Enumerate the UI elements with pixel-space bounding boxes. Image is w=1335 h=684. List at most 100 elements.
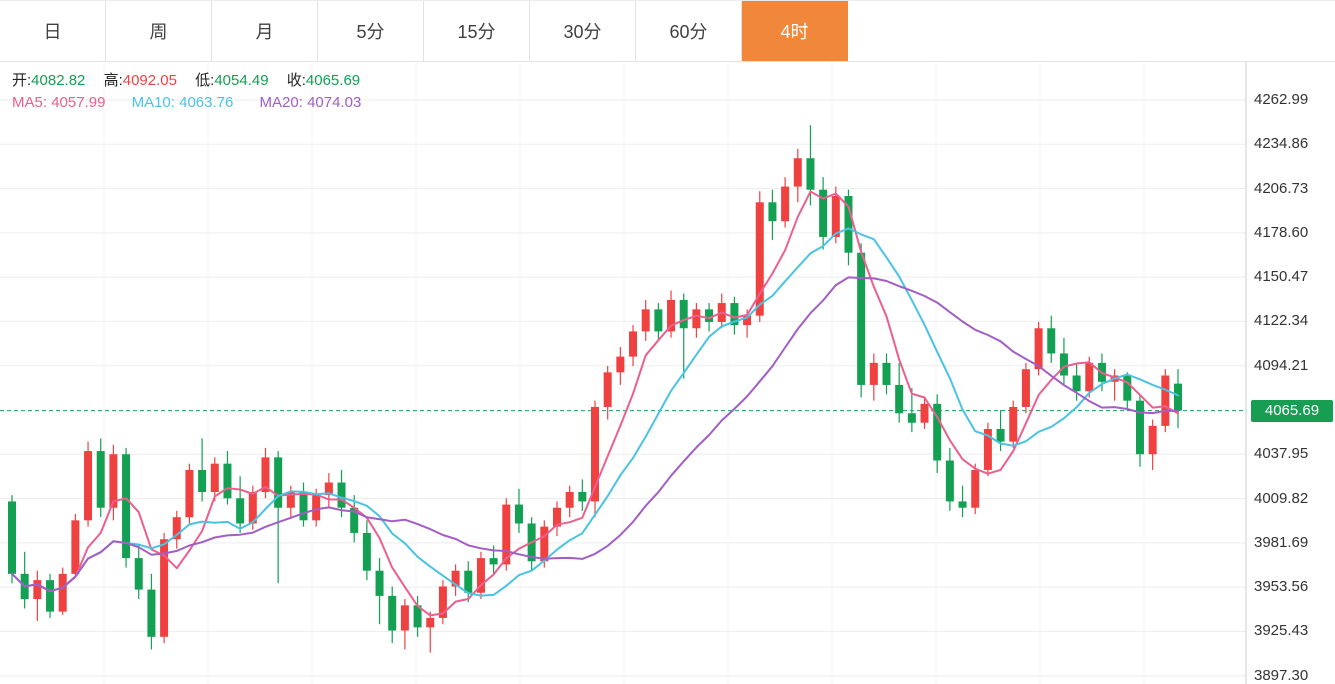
candle-body [819,189,828,237]
chart-area: 4262.99 4234.86 4206.73 4178.60 4150.47 4122.… [0,62,1335,684]
candle-body [451,570,460,587]
candle-body [806,158,815,190]
price-axis-label: 4234.86 [1254,135,1309,153]
candle-body [210,463,219,492]
candle-body [438,586,447,618]
ohlc-row: 开:4082.82 高:4092.05 低:4054.49 收:4065.69 [12,70,383,92]
candle-body [1148,425,1157,455]
candle-body [1085,362,1094,392]
close-value: 4065.69 [305,72,361,89]
ma5-value: 4057.99 [51,94,106,111]
candle-body [945,460,954,502]
candle-body [476,558,485,593]
candle-body [46,580,55,612]
high-value: 4092.05 [122,72,177,89]
candle-body [641,309,650,332]
candle-body [350,507,359,533]
high-label: 高: [103,72,123,89]
chart-legend: 开:4082.82 高:4092.05 低:4054.49 收:4065.69 … [12,70,383,114]
candle-body [603,372,612,407]
candle-body [983,429,992,470]
price-axis-label: 4150.47 [1254,268,1309,286]
candle-body [134,558,143,590]
candle-body [122,454,131,559]
candle-body [1161,375,1170,426]
candle-body [337,482,346,508]
candle-body [312,495,321,521]
timeframe-tab-15分[interactable]: 15分 [424,1,530,61]
price-axis-label: 3981.69 [1254,533,1309,551]
candle-body [895,384,904,414]
open-pair: 开:4082.82 [12,72,85,89]
candle-body [274,457,283,508]
ma20-value: 4074.03 [307,94,362,111]
candle-body [464,570,473,593]
timeframe-tab-5分[interactable]: 5分 [318,1,424,61]
candle-body [933,403,942,461]
candle-body [426,617,435,628]
candle-body [591,406,599,502]
candlestick-chart[interactable] [0,62,1247,684]
candle-body [502,504,511,565]
candle-body [565,491,574,508]
timeframe-tab-30分[interactable]: 30分 [530,1,636,61]
candle-body [261,457,270,492]
candle-body [1072,375,1081,392]
open-value: 4082.82 [31,72,86,89]
candle-body [8,501,16,574]
ma10-line [11,227,1179,597]
timeframe-tab-周[interactable]: 周 [106,1,212,61]
timeframe-tabbar: 日周月 5分 15分 30分 60分 4时 [0,0,1335,62]
timeframe-tab-60分[interactable]: 60分 [636,1,742,61]
candle-body [58,573,67,612]
candle-body [1135,400,1144,455]
candle-body [971,469,980,508]
candle-body [869,362,878,385]
candle-body [705,309,714,322]
candle-body [755,202,764,316]
price-axis-label: 3897.30 [1254,666,1309,684]
close-pair: 收:4065.69 [287,72,360,89]
price-axis-label: 4122.34 [1254,312,1309,330]
candle-body [958,501,967,508]
candle-body [514,504,523,524]
timeframe-tab-日[interactable]: 日 [0,1,106,61]
candle-body [692,309,701,329]
low-value: 4054.49 [214,72,269,89]
candle-body [375,570,384,596]
open-label: 开: [12,72,32,89]
candle-body [299,491,308,521]
price-axis-label: 4037.95 [1254,445,1309,463]
candle-body [388,595,397,631]
candle-body [84,451,93,521]
price-axis-label: 3953.56 [1254,578,1309,596]
candle-body [768,202,777,222]
low-pair: 低:4054.49 [195,72,268,89]
ma5-line [11,190,1179,617]
candle-body [324,482,333,496]
candle-body [362,532,371,571]
candle-body [1123,375,1132,401]
ma10-value: 4063.76 [179,94,234,111]
candle-body [616,356,625,373]
candle-body [844,196,853,253]
candle-body [223,463,232,499]
timeframe-tab-4时[interactable]: 4时 [742,1,848,61]
ma-row: MA5: 4057.99 MA10: 4063.76 MA20: 4074.03 [12,92,383,114]
candle-body [96,451,105,508]
candle-body [1009,406,1018,442]
candle-body [172,517,181,540]
candle-body [147,589,156,637]
ma20-line [11,276,1179,593]
candle-body [654,309,663,332]
candle-body [743,315,752,326]
price-axis-label: 4009.82 [1254,489,1309,507]
timeframe-tab-月[interactable]: 月 [212,1,318,61]
ma10-legend: MA10: 4063.76 [132,94,234,111]
close-label: 收: [286,72,306,89]
ma10-label: MA10: [131,94,175,111]
low-label: 低: [195,72,215,89]
candle-body [831,196,840,237]
candle-body [996,429,1005,442]
